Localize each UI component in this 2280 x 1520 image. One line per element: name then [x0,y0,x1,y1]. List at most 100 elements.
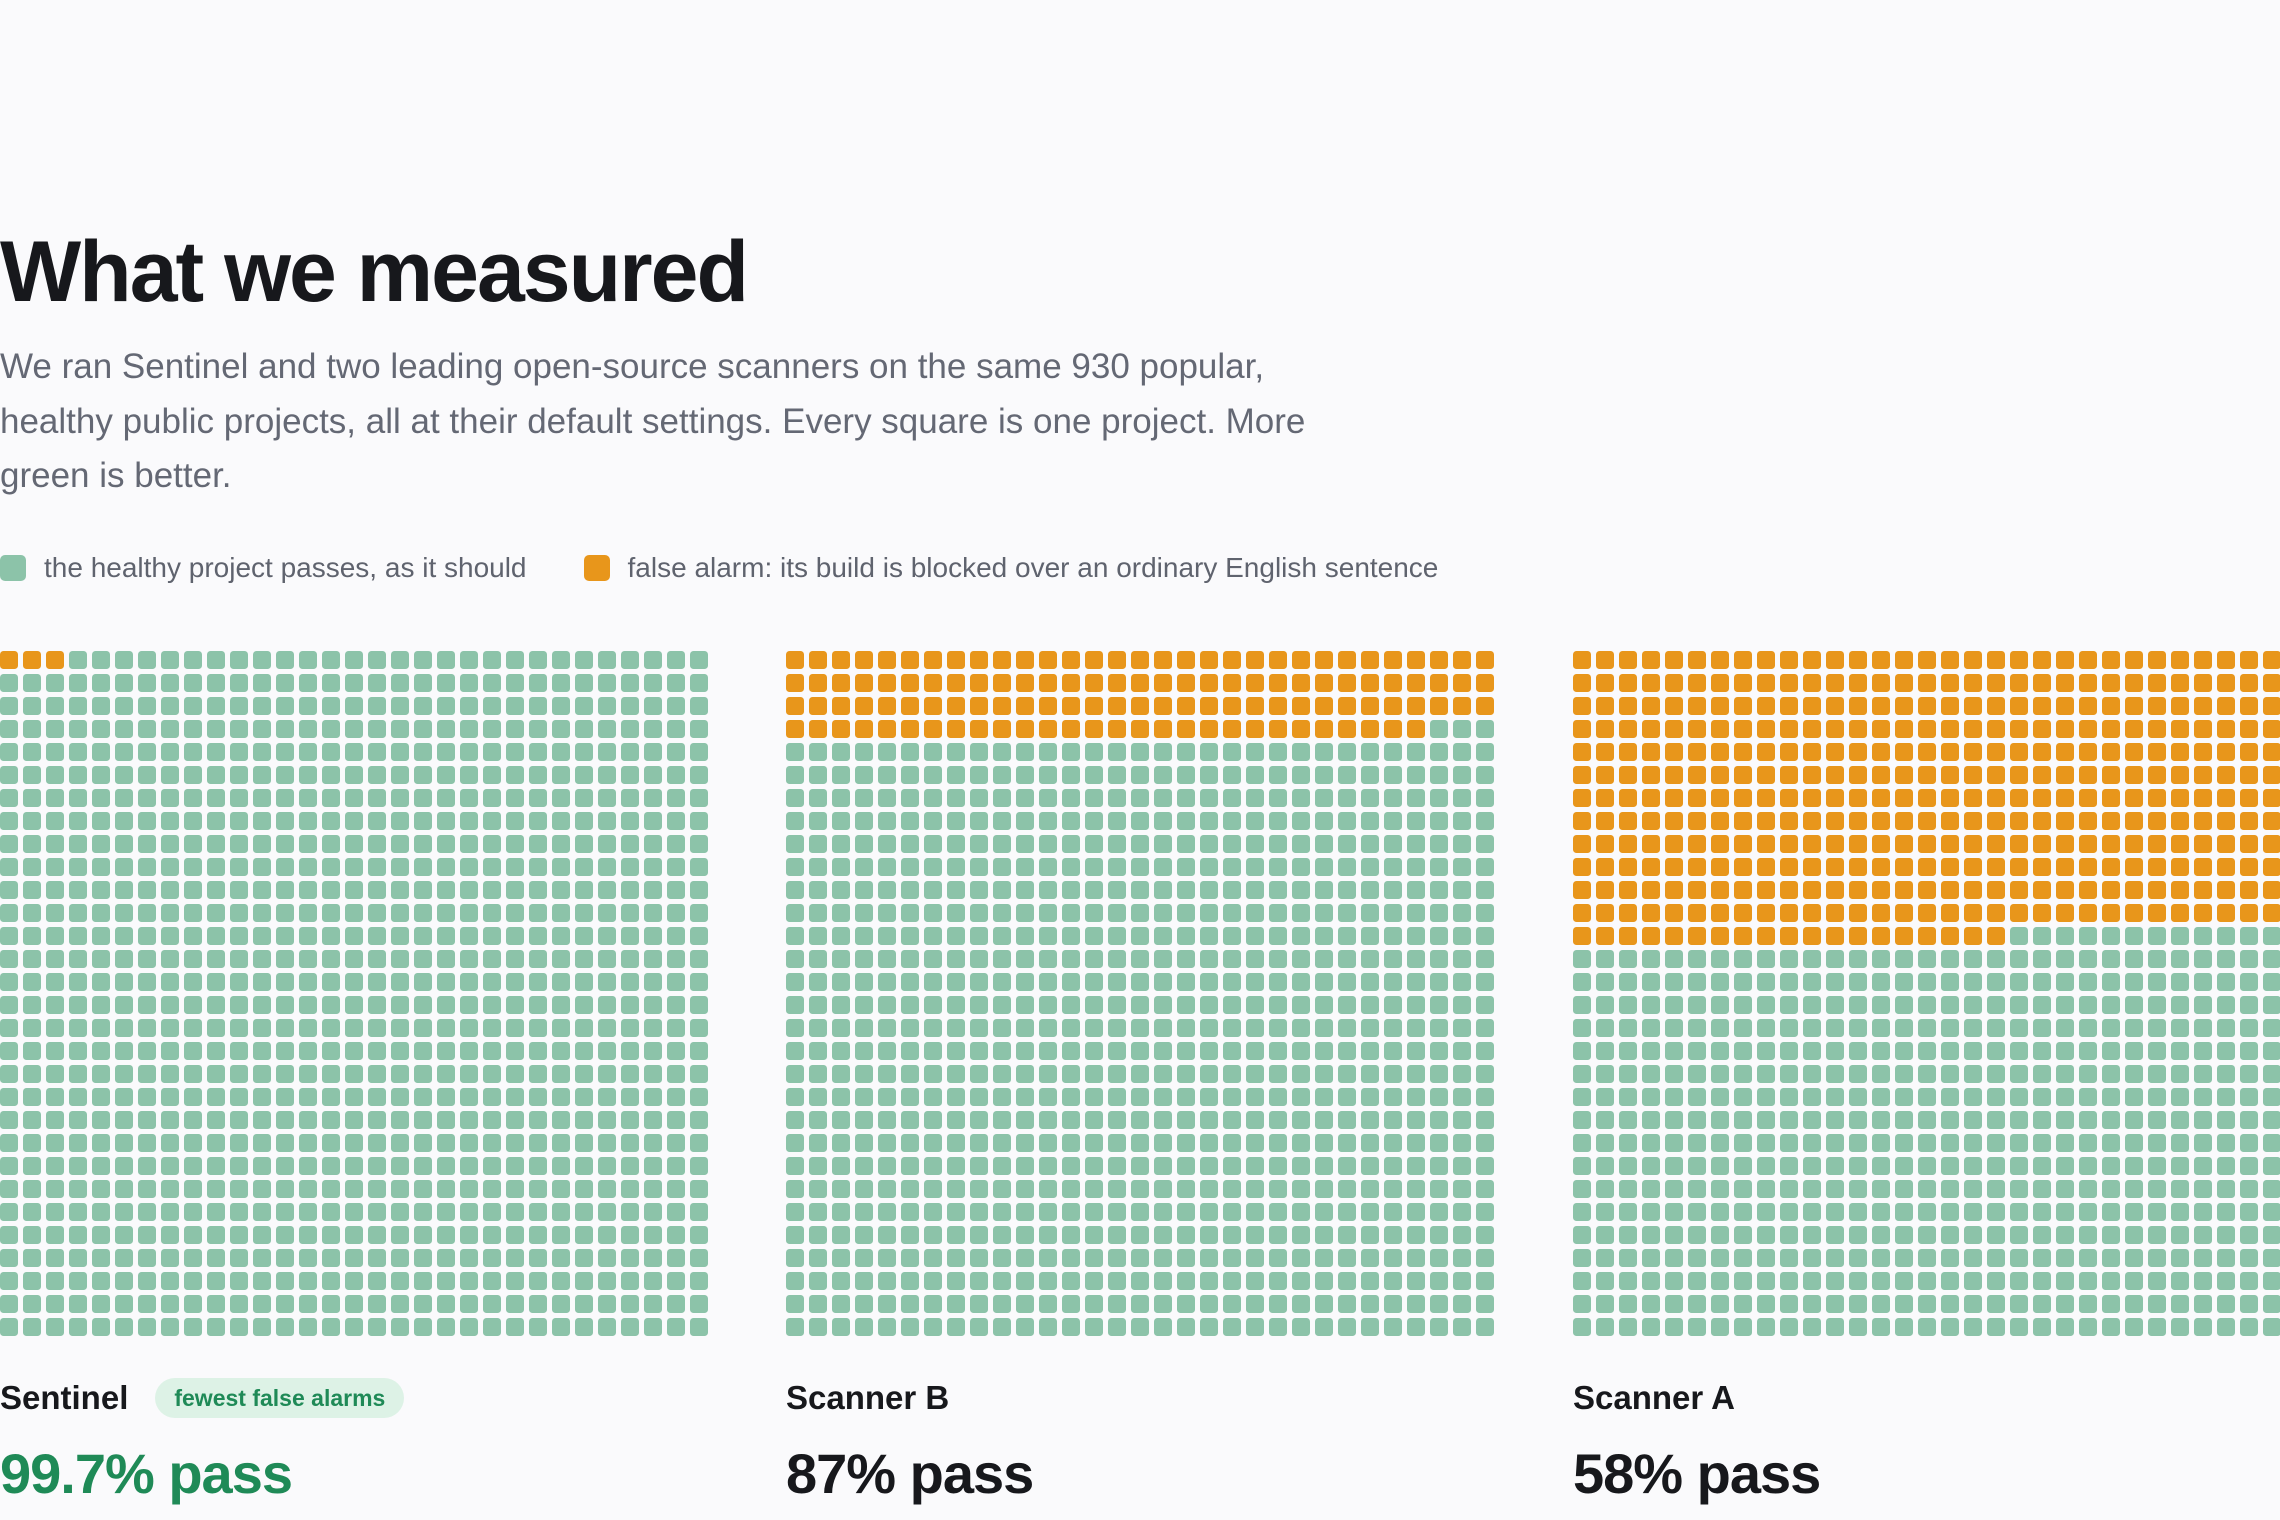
waffle-square-false-alarm [855,697,873,715]
waffle-square-pass [1619,1088,1637,1106]
waffle-square-pass [483,697,501,715]
waffle-square-pass [2102,1134,2120,1152]
waffle-square-false-alarm [1407,697,1425,715]
waffle-square-pass [690,1111,708,1129]
waffle-square-pass [161,1019,179,1037]
waffle-square-pass [2240,1111,2258,1129]
waffle-square-pass [901,1203,919,1221]
waffle-square-pass [184,1134,202,1152]
waffle-square-pass [322,674,340,692]
waffle-square-false-alarm [1964,858,1982,876]
waffle-square-pass [46,674,64,692]
waffle-square-pass [1941,1065,1959,1083]
waffle-square-pass [855,1065,873,1083]
waffle-square-pass [786,1088,804,1106]
waffle-square-pass [2194,973,2212,991]
waffle-square-pass [1430,1295,1448,1313]
waffle-square-pass [1964,1042,1982,1060]
waffle-square-pass [1780,1088,1798,1106]
waffle-square-pass [1619,1180,1637,1198]
waffle-square-pass [414,743,432,761]
waffle-square-pass [1269,927,1287,945]
waffle-square-false-alarm [1964,651,1982,669]
waffle-square-false-alarm [2033,674,2051,692]
waffle-square-pass [2033,1295,2051,1313]
waffle-square-pass [1039,766,1057,784]
waffle-square-pass [690,766,708,784]
waffle-square-pass [2102,1203,2120,1221]
waffle-square-false-alarm [1918,858,1936,876]
waffle-square-pass [138,1180,156,1198]
waffle-square-pass [92,881,110,899]
waffle-square-false-alarm [1734,720,1752,738]
waffle-square-pass [947,973,965,991]
waffle-square-pass [299,835,317,853]
waffle-square-false-alarm [2263,743,2280,761]
waffle-square-pass [1711,973,1729,991]
waffle-square-pass [2194,1203,2212,1221]
waffle-square-false-alarm [2263,720,2280,738]
waffle-square-pass [644,1065,662,1083]
waffle-square-pass [0,1019,18,1037]
waffle-square-pass [1269,973,1287,991]
waffle-square-pass [1407,881,1425,899]
waffle-square-pass [1430,789,1448,807]
waffle-square-false-alarm [878,651,896,669]
waffle-square-pass [2102,973,2120,991]
waffle-square-pass [1338,927,1356,945]
waffle-square-pass [230,1065,248,1083]
waffle-square-pass [1108,743,1126,761]
waffle-square-pass [345,720,363,738]
waffle-square-pass [483,766,501,784]
waffle-square-false-alarm [2102,904,2120,922]
waffle-square-pass [23,1226,41,1244]
waffle-square-pass [368,927,386,945]
waffle-square-pass [207,1111,225,1129]
waffle-square-pass [483,835,501,853]
waffle-square-pass [207,1318,225,1336]
waffle-square-pass [276,973,294,991]
waffle-square-false-alarm [1849,697,1867,715]
waffle-square-pass [1918,1318,1936,1336]
waffle-square-pass [1154,1065,1172,1083]
waffle-square-pass [115,651,133,669]
waffle-square-pass [345,1318,363,1336]
waffle-square-pass [1016,1019,1034,1037]
waffle-square-pass [0,674,18,692]
waffle-square-false-alarm [1711,674,1729,692]
waffle-square-false-alarm [1085,674,1103,692]
waffle-square-pass [322,1134,340,1152]
waffle-square-false-alarm [1619,858,1637,876]
waffle-square-pass [786,881,804,899]
waffle-square-pass [1711,1295,1729,1313]
waffle-square-pass [1711,1249,1729,1267]
waffle-square-pass [1476,766,1494,784]
waffle-square-pass [2010,1295,2028,1313]
waffle-square-pass [1200,1042,1218,1060]
waffle-square-pass [1987,996,2005,1014]
waffle-square-false-alarm [1918,904,1936,922]
waffle-square-pass [207,674,225,692]
waffle-square-pass [621,1226,639,1244]
waffle-square-false-alarm [809,651,827,669]
waffle-square-pass [46,1226,64,1244]
waffle-square-pass [1407,789,1425,807]
waffle-square-false-alarm [1711,766,1729,784]
waffle-square-pass [1987,1272,2005,1290]
waffle-square-false-alarm [2079,789,2097,807]
waffle-square-pass [161,858,179,876]
waffle-square-pass [322,927,340,945]
waffle-square-pass [667,1111,685,1129]
waffle-square-false-alarm [1338,651,1356,669]
waffle-square-pass [23,743,41,761]
waffle-square-pass [832,1203,850,1221]
waffle-square-pass [1826,950,1844,968]
waffle-square-false-alarm [1895,835,1913,853]
waffle-square-pass [276,789,294,807]
waffle-square-pass [69,1065,87,1083]
waffle-square-false-alarm [1338,697,1356,715]
waffle-square-pass [207,1157,225,1175]
waffle-square-pass [0,1088,18,1106]
waffle-square-pass [322,1157,340,1175]
waffle-square-pass [1734,1042,1752,1060]
